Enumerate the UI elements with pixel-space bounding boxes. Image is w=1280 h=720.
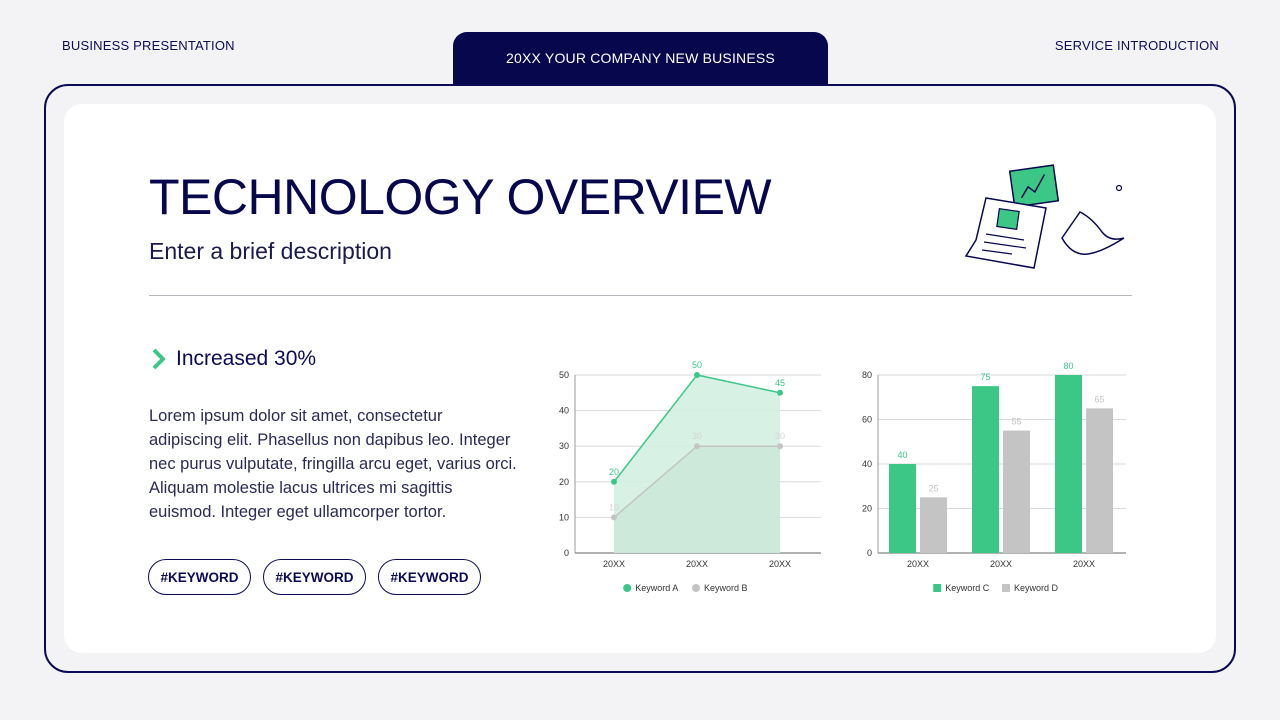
data-point [694,443,700,450]
y-tick-label: 80 [862,370,872,380]
bar-value-label: 75 [980,372,990,382]
header-right-label: SERVICE INTRODUCTION [1054,38,1219,53]
legend-label: Keyword C [945,583,990,593]
legend-marker [1002,584,1010,592]
data-point [611,514,617,521]
bar [972,386,999,553]
data-label: 10 [609,502,619,512]
y-tick-label: 50 [559,370,569,380]
y-tick-label: 0 [867,548,872,558]
body-text: Lorem ipsum dolor sit amet, consectetur … [149,407,517,521]
data-point [611,478,617,485]
bar-value-label: 40 [897,450,907,460]
bar [1055,375,1082,553]
area-chart: 0 10 20 30 40 50 10 30 30 20 50 45 20XX 20XX 20XX Keywo… [559,360,821,593]
header-left-label: BUSINESS PRESENTATION [62,38,235,53]
x-tick-label: 20XX [907,559,929,569]
highlight-text: Increased 30% [176,347,317,370]
y-tick-label: 40 [559,406,569,416]
bar-chart: 0 20 40 60 80 40 75 80 25 55 65 20XX 20XX 20XX Keyword… [862,361,1126,593]
data-point [777,443,783,450]
data-label: 50 [692,360,702,370]
header-center-tab: 20XX YOUR COMPANY NEW BUSINESS [453,32,828,86]
data-label: 20 [609,467,619,477]
legend-label: Keyword D [1014,583,1059,593]
legend-label: Keyword B [704,583,748,593]
keyword-list: #KEYWORD #KEYWORD #KEYWORD [148,559,481,595]
x-tick-label: 20XX [769,559,791,569]
documents-chart-icon [964,164,1125,269]
x-tick-label: 20XX [603,559,625,569]
y-tick-label: 30 [559,441,569,451]
area-fill-keyword-b [614,446,780,553]
bar [920,497,947,553]
data-point [694,372,700,378]
keyword-chip[interactable]: #KEYWORD [378,559,481,595]
y-tick-label: 20 [559,477,569,487]
legend-marker [933,584,942,592]
bar [1086,408,1113,553]
bar-value-label: 65 [1094,394,1104,404]
legend-marker [692,584,700,592]
chevron-right-icon [152,348,165,370]
data-label: 30 [692,431,702,441]
highlight-row: Increased 30% [150,347,316,371]
bar-value-label: 55 [1011,417,1021,427]
y-tick-label: 20 [862,504,872,514]
bar-value-label: 80 [1063,361,1073,371]
header-center-label: 20XX YOUR COMPANY NEW BUSINESS [506,50,775,66]
keyword-chip[interactable]: #KEYWORD [148,559,251,595]
legend-marker [623,584,632,592]
divider [149,295,1132,296]
bar [1003,430,1030,553]
data-label: 45 [775,378,785,388]
slide-subtitle: Enter a brief description [149,238,392,264]
y-tick-label: 0 [564,548,569,558]
keyword-chip[interactable]: #KEYWORD [263,559,366,595]
bar-value-label: 25 [928,483,938,493]
legend-label: Keyword A [635,583,678,593]
y-tick-label: 10 [559,512,569,522]
data-point [777,389,783,396]
y-tick-label: 40 [862,459,872,469]
x-tick-label: 20XX [1073,559,1095,569]
y-tick-label: 60 [862,415,872,425]
x-tick-label: 20XX [990,559,1012,569]
x-tick-label: 20XX [686,559,708,569]
data-label: 30 [775,431,785,441]
slide-title: TECHNOLOGY OVERVIEW [149,169,772,225]
bar [889,464,916,553]
